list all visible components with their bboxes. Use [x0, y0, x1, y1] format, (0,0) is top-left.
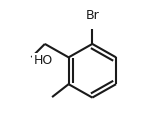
Text: Br: Br — [85, 9, 99, 22]
Text: HO: HO — [33, 54, 53, 67]
